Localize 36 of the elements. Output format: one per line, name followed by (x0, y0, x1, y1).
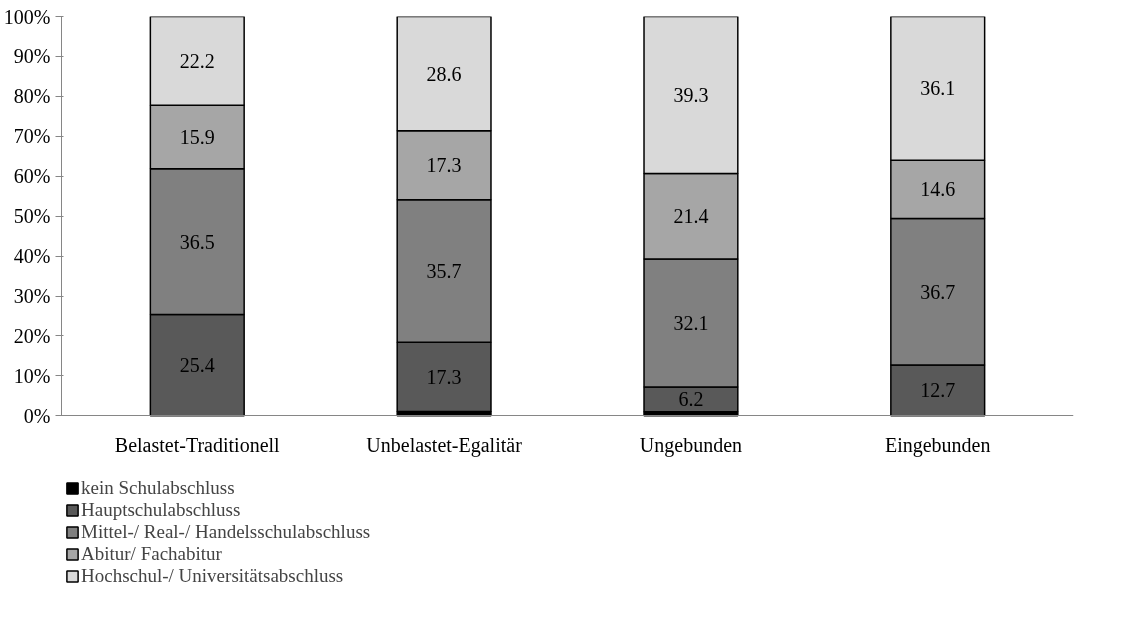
y-tick-label: 80% (13, 85, 51, 108)
data-label: 21.4 (673, 205, 709, 228)
data-label: 15.9 (179, 125, 215, 148)
data-label: 32.1 (673, 311, 709, 334)
data-label: 17.3 (426, 365, 462, 388)
y-tick-label: 60% (13, 165, 51, 188)
data-label: 22.2 (179, 49, 215, 72)
x-tick-label: Unbelastet-Egalitär (366, 433, 523, 457)
legend-label: Hauptschulabschluss (81, 499, 241, 521)
y-tick-label: 20% (13, 324, 51, 347)
data-label: 14.6 (920, 178, 956, 201)
data-label: 36.7 (920, 280, 956, 303)
y-tick-label: 70% (13, 125, 51, 148)
y-tick-label: 40% (13, 245, 51, 268)
x-tick-label: Belastet-Traditionell (114, 433, 281, 456)
legend-label: Abitur/ Fachabitur (81, 543, 222, 565)
x-tick-label: Eingebunden (884, 433, 991, 457)
data-label: 36.5 (179, 230, 215, 253)
data-label: 17.3 (426, 154, 462, 177)
legend-label: kein Schulabschluss (81, 477, 235, 499)
x-tick-label: Ungebunden (639, 433, 743, 457)
legend-label: Hochschul-/ Universitätsabschluss (81, 565, 344, 587)
data-label: 12.7 (920, 379, 956, 402)
y-tick-label: 30% (13, 285, 51, 308)
data-label: 39.3 (673, 83, 709, 106)
y-tick-label: 100% (3, 5, 51, 28)
data-label: 25.4 (179, 354, 215, 377)
y-tick-label: 50% (13, 205, 51, 228)
data-label: 28.6 (426, 62, 462, 85)
legend-label: Mittel-/ Real-/ Handelsschulabschluss (81, 521, 371, 543)
data-label: 35.7 (426, 260, 462, 283)
data-label: 6.2 (678, 388, 704, 411)
y-tick-label: 0% (23, 404, 51, 427)
y-tick-label: 10% (13, 364, 51, 387)
y-tick-label: 90% (13, 45, 51, 68)
data-label: 36.1 (920, 77, 956, 100)
